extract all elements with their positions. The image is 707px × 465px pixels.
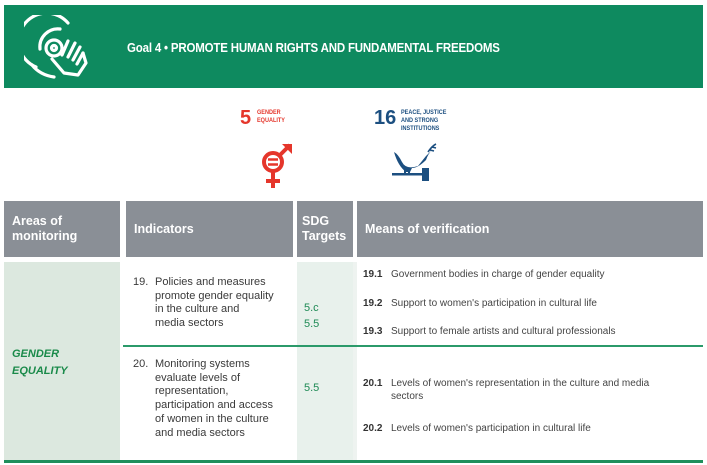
goal-title: Goal 4 • PROMOTE HUMAN RIGHTS AND FUNDAM… <box>127 41 500 55</box>
means-number: 19.2 <box>363 298 383 309</box>
header-sdg-targets: SDG Targets <box>297 201 353 257</box>
sdg-16-number: 16 <box>374 107 397 129</box>
indicator-text: Monitoring systems evaluate levels of re… <box>155 358 274 439</box>
indicator-19: 19. Policies and measures promote gender… <box>133 276 293 336</box>
targets-column <box>297 262 353 461</box>
hand-disc-icon <box>24 15 88 79</box>
sdg-5-number: 5 <box>240 107 252 129</box>
sdg-5-label: GENDER EQUALITY <box>257 109 285 124</box>
header-areas-of-monitoring: Areas of monitoring <box>4 201 120 257</box>
means-number: 19.3 <box>363 326 383 337</box>
means-number: 19.1 <box>363 269 383 280</box>
header-label: Areas of monitoring <box>12 214 78 243</box>
gender-equality-icon <box>262 143 292 188</box>
target-5-5: 5.5 <box>304 318 320 330</box>
means-text: Support to female artists and cultural p… <box>391 326 616 337</box>
header-label: SDG Targets <box>302 214 347 243</box>
goal-banner: Goal 4 • PROMOTE HUMAN RIGHTS AND FUNDAM… <box>4 5 703 88</box>
area-cell <box>4 262 120 461</box>
means-number: 20.1 <box>363 378 383 389</box>
means-text: Support to women's participation in cult… <box>391 298 597 309</box>
indicator-text: Policies and measures promote gender equ… <box>155 276 274 330</box>
area-label: GENDER EQUALITY <box>12 348 68 377</box>
target-5c: 5.c <box>304 302 319 314</box>
column-gap <box>353 262 357 461</box>
sdg-16-label: PEACE, JUSTICE AND STRONG INSTITUTIONS <box>401 109 447 132</box>
row-divider <box>123 345 703 347</box>
sdg-5-badge: 5 GENDER EQUALITY <box>238 104 308 190</box>
sdg-16-badge: 16 PEACE, JUSTICE AND STRONG INSTITUTION… <box>372 104 462 190</box>
table-bottom-border <box>4 460 703 463</box>
target-5-5: 5.5 <box>304 382 320 394</box>
means-text: Levels of women's participation in cultu… <box>391 423 591 434</box>
means-text: Levels of women's representation in the … <box>391 378 650 402</box>
dove-gavel-icon <box>392 143 437 181</box>
header-means-of-verification: Means of verification <box>357 201 703 257</box>
header-indicators: Indicators <box>126 201 293 257</box>
means-number: 20.2 <box>363 423 383 434</box>
header-label: Means of verification <box>365 221 490 236</box>
means-text: Government bodies in charge of gender eq… <box>391 269 605 280</box>
indicator-number: 19. <box>133 276 149 288</box>
indicator-20: 20. Monitoring systems evaluate levels o… <box>133 358 293 458</box>
header-label: Indicators <box>134 221 194 236</box>
indicator-number: 20. <box>133 358 149 370</box>
